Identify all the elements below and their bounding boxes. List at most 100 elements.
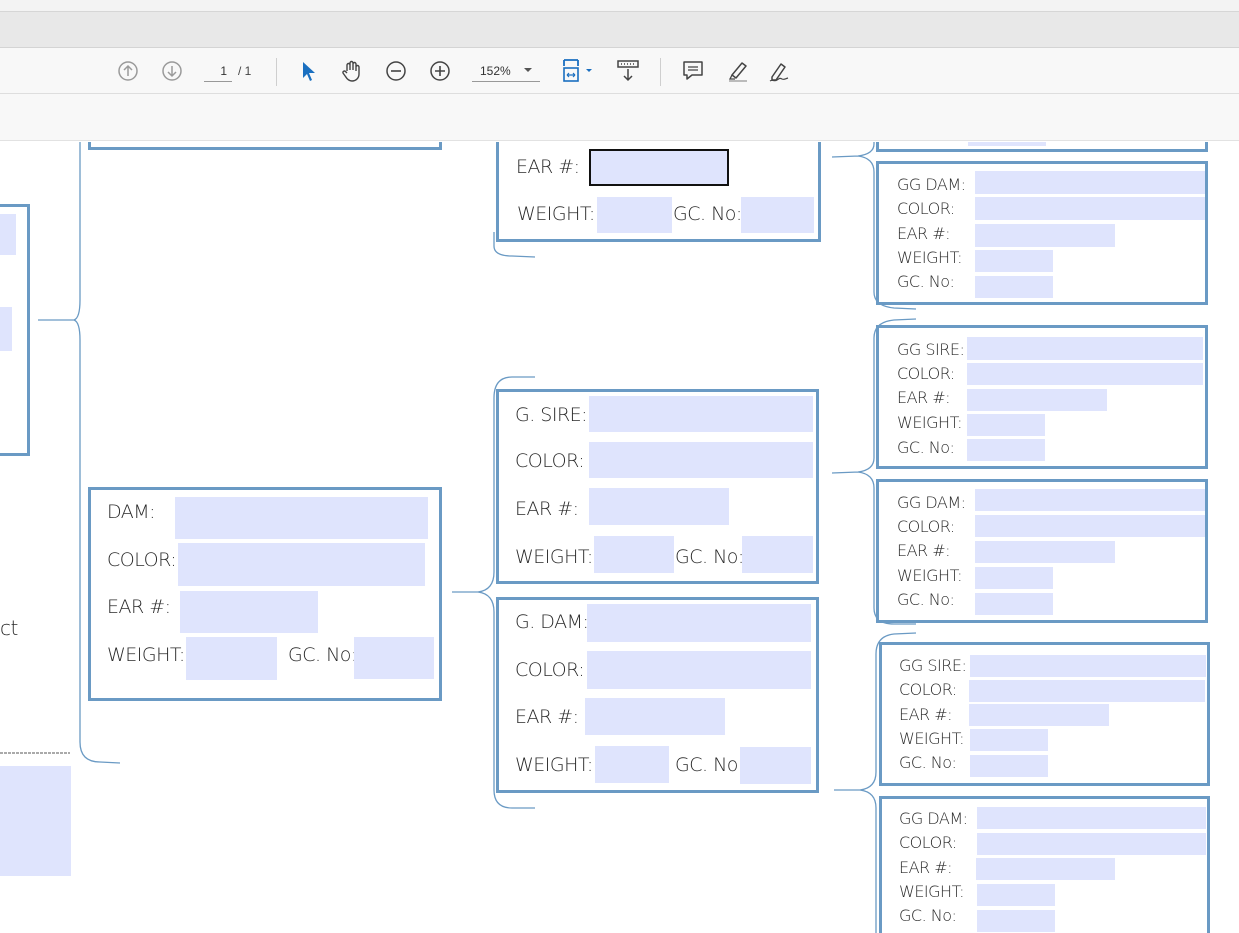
pdf-toolbar bbox=[0, 48, 1239, 94]
gg2-weight-field[interactable] bbox=[967, 414, 1045, 436]
gg4-gc-field[interactable] bbox=[970, 755, 1048, 777]
g-sire-gc-field[interactable] bbox=[742, 536, 813, 573]
highlight-icon[interactable] bbox=[724, 58, 752, 84]
zoom-out-icon[interactable] bbox=[384, 59, 408, 83]
gg4-color-label: COLOR: bbox=[899, 680, 957, 699]
prev-page-icon[interactable] bbox=[116, 59, 140, 83]
gg3-weight-field[interactable] bbox=[975, 567, 1053, 589]
gg2-ear-label: EAR #: bbox=[897, 388, 951, 407]
pdf-page: ct DAM: COLOR: EAR #: WEIGHT: GC. No: EA… bbox=[0, 142, 1239, 933]
gg3-gc-label: GC. No: bbox=[897, 590, 955, 609]
gg1-gc-field[interactable] bbox=[975, 276, 1053, 298]
gg3-label: GG DAM: bbox=[897, 493, 966, 512]
gg4-color-field[interactable] bbox=[969, 680, 1205, 702]
pedigree-connectors bbox=[0, 142, 917, 933]
chevron-down-icon[interactable] bbox=[524, 68, 532, 72]
zoom-in-icon[interactable] bbox=[428, 59, 452, 83]
gg-field-partial[interactable] bbox=[968, 142, 1046, 146]
g-dam-color-field[interactable] bbox=[587, 651, 811, 689]
dam-label: DAM: bbox=[107, 501, 156, 523]
hand-tool-icon[interactable] bbox=[339, 58, 365, 84]
gg3-color-label: COLOR: bbox=[897, 517, 955, 536]
g-dam-gc-field[interactable] bbox=[740, 747, 811, 784]
gg1-color-field[interactable] bbox=[975, 197, 1205, 220]
gg1-name-field[interactable] bbox=[975, 171, 1205, 194]
gg2-label: GG SIRE: bbox=[897, 340, 965, 359]
gp-ear-field-active[interactable] bbox=[589, 149, 729, 186]
gg3-gc-field[interactable] bbox=[975, 593, 1053, 615]
gg3-color-field[interactable] bbox=[975, 515, 1205, 537]
gg2-gc-field[interactable] bbox=[967, 439, 1045, 461]
g-dam-name-field[interactable] bbox=[587, 604, 811, 642]
scroll-mode-icon[interactable] bbox=[614, 58, 642, 84]
gg1-color-label: COLOR: bbox=[897, 199, 955, 218]
dam-color-label: COLOR: bbox=[107, 549, 177, 571]
notes-field-partial[interactable] bbox=[0, 766, 71, 876]
sire-field-partial[interactable] bbox=[0, 307, 12, 351]
secondary-toolbar bbox=[0, 94, 1239, 141]
gg1-weight-field[interactable] bbox=[975, 250, 1053, 272]
g-sire-color-field[interactable] bbox=[589, 442, 813, 478]
dam-ear-label: EAR #: bbox=[107, 596, 171, 618]
sign-icon[interactable] bbox=[766, 58, 794, 84]
gg5-label: GG DAM: bbox=[899, 809, 968, 828]
dam-name-field[interactable] bbox=[175, 497, 428, 539]
tab-band bbox=[0, 12, 1239, 48]
gg1-weight-label: WEIGHT: bbox=[897, 248, 962, 267]
g-dam-gc-label: GC. No: bbox=[675, 754, 744, 776]
gg2-ear-field[interactable] bbox=[967, 389, 1107, 411]
g-sire-weight-field[interactable] bbox=[594, 536, 674, 573]
g-sire-ear-field[interactable] bbox=[589, 488, 729, 525]
window-top-band bbox=[0, 0, 1239, 12]
gg4-name-field[interactable] bbox=[970, 655, 1206, 677]
next-page-icon[interactable] bbox=[160, 59, 184, 83]
gp-ear-label: EAR #: bbox=[516, 156, 580, 178]
gg3-ear-label: EAR #: bbox=[897, 541, 951, 560]
sire-field-partial[interactable] bbox=[0, 214, 16, 255]
toolbar-divider bbox=[276, 58, 277, 86]
zoom-level-select[interactable]: 152% bbox=[472, 60, 540, 82]
dam-gc-label: GC. No: bbox=[288, 644, 357, 666]
gg4-ear-field[interactable] bbox=[969, 704, 1109, 726]
comment-icon[interactable] bbox=[680, 58, 706, 84]
dam-ear-field[interactable] bbox=[180, 591, 318, 633]
left-fragment-text: ct bbox=[0, 616, 18, 640]
dam-color-field[interactable] bbox=[178, 543, 425, 586]
fit-page-icon[interactable] bbox=[558, 57, 596, 85]
gg5-color-field[interactable] bbox=[977, 833, 1206, 855]
gg2-name-field[interactable] bbox=[967, 337, 1203, 360]
gg5-gc-label: GC. No: bbox=[899, 906, 957, 925]
dam-gc-field[interactable] bbox=[354, 637, 434, 679]
gg5-gc-field[interactable] bbox=[977, 910, 1055, 932]
g-sire-name-field[interactable] bbox=[589, 396, 813, 432]
dam-weight-field[interactable] bbox=[186, 637, 277, 680]
select-arrow-icon[interactable] bbox=[296, 58, 320, 84]
gg2-gc-label: GC. No: bbox=[897, 438, 955, 457]
gg5-color-label: COLOR: bbox=[899, 833, 957, 852]
gg5-name-field[interactable] bbox=[977, 807, 1206, 829]
g-sire-color-label: COLOR: bbox=[515, 450, 585, 472]
gp-gc-field[interactable] bbox=[741, 197, 814, 233]
g-dam-weight-field[interactable] bbox=[595, 746, 669, 783]
g-dam-ear-label: EAR #: bbox=[515, 706, 579, 728]
gg2-color-label: COLOR: bbox=[897, 364, 955, 383]
gg2-weight-label: WEIGHT: bbox=[897, 413, 962, 432]
gg4-weight-field[interactable] bbox=[970, 729, 1048, 751]
page-number-input[interactable]: 1 bbox=[204, 60, 232, 82]
footer-text-partial: . bbox=[0, 922, 4, 933]
gg5-ear-field[interactable] bbox=[976, 858, 1115, 880]
gg3-ear-field[interactable] bbox=[975, 541, 1115, 563]
gg5-ear-label: EAR #: bbox=[899, 858, 953, 877]
g-dam-ear-field[interactable] bbox=[585, 698, 725, 735]
gg3-name-field[interactable] bbox=[975, 489, 1205, 511]
gg4-label: GG SIRE: bbox=[899, 656, 967, 675]
gp-weight-field[interactable] bbox=[597, 197, 672, 233]
gg4-gc-label: GC. No: bbox=[899, 753, 957, 772]
gg2-color-field[interactable] bbox=[967, 363, 1203, 385]
g-sire-ear-label: EAR #: bbox=[515, 498, 579, 520]
gg1-ear-field[interactable] bbox=[975, 224, 1115, 247]
g-dam-color-label: COLOR: bbox=[515, 659, 585, 681]
gg3-weight-label: WEIGHT: bbox=[897, 566, 962, 585]
gg5-weight-field[interactable] bbox=[977, 884, 1055, 906]
toolbar-divider bbox=[660, 58, 661, 86]
